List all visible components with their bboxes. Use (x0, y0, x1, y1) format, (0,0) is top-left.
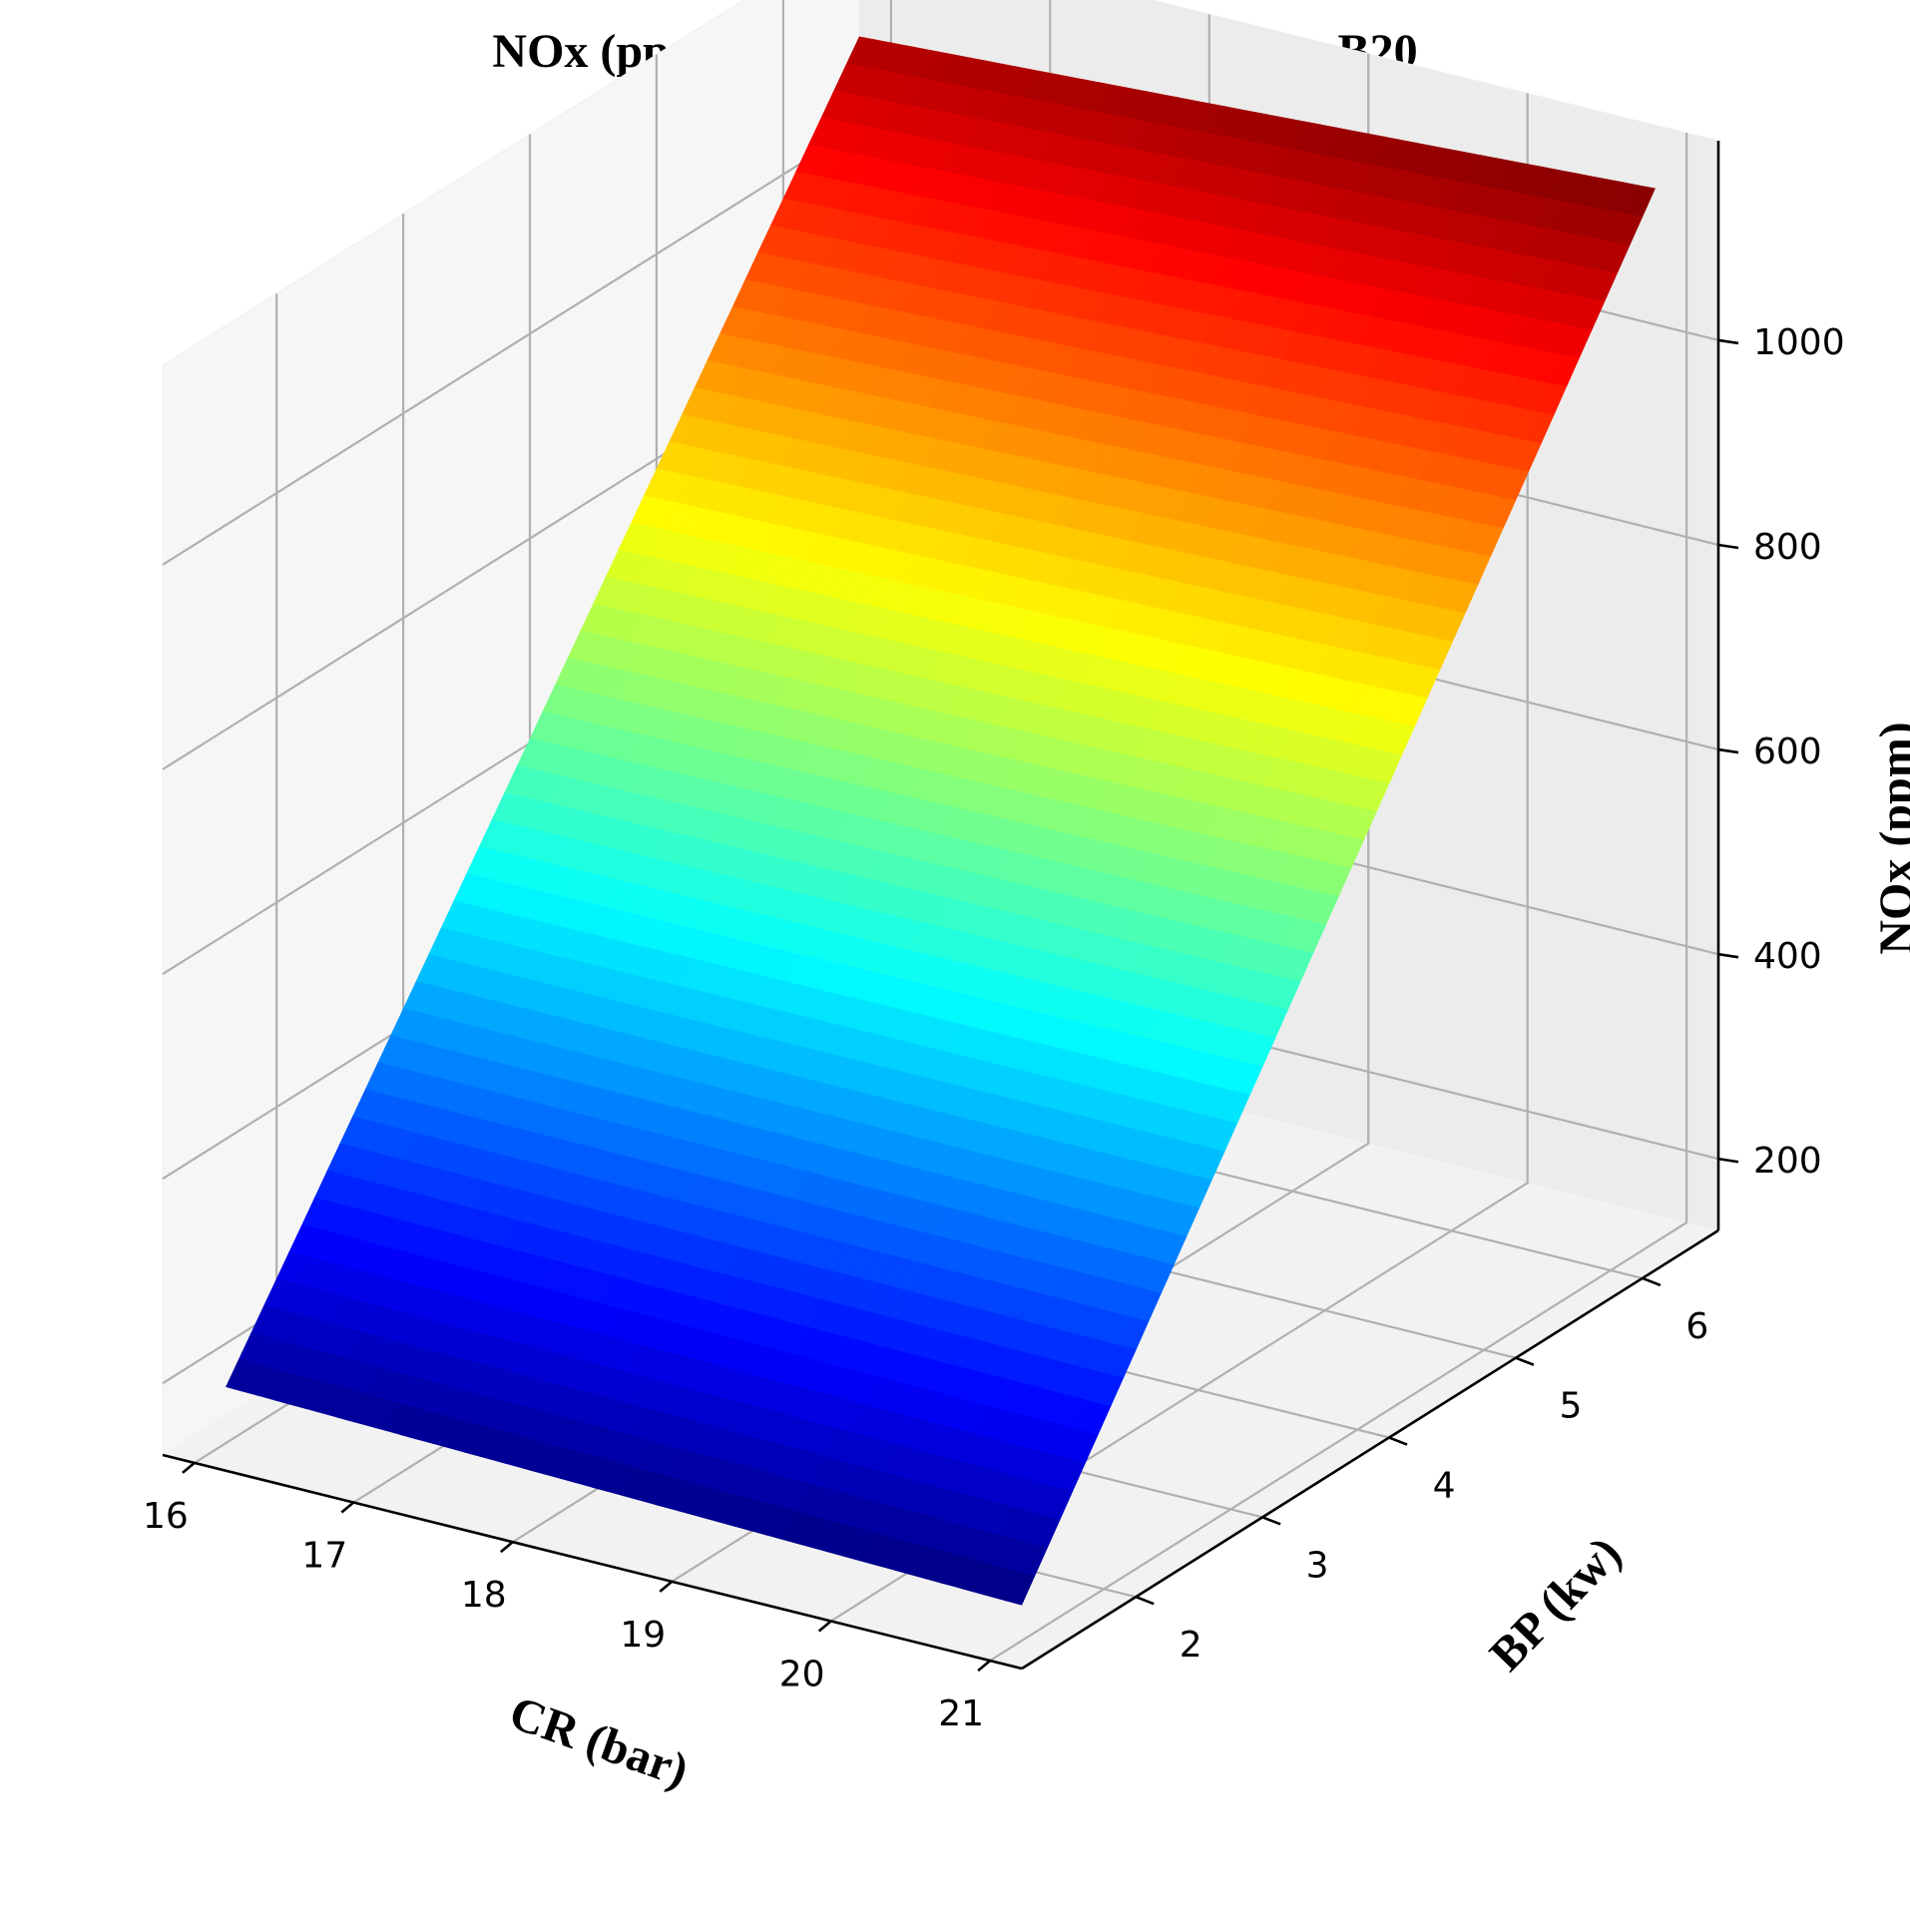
x-tick-mark (182, 1461, 196, 1474)
axes (162, 141, 1739, 1673)
x-tick-mark (659, 1580, 674, 1593)
z-tick-label: 400 (1753, 936, 1822, 977)
y-axis-line (1021, 1228, 1719, 1671)
x-axis-line (162, 1453, 1023, 1671)
y-tick-label: 6 (1685, 1306, 1708, 1347)
y-tick-label: 3 (1306, 1545, 1329, 1586)
y-tick-mark (1642, 1276, 1662, 1287)
z-tick-label: 1000 (1753, 322, 1845, 363)
y-tick-mark (1388, 1436, 1408, 1446)
z-tick-label: 800 (1753, 527, 1822, 568)
x-tick-mark (977, 1660, 991, 1673)
z-tick-label: 600 (1753, 731, 1822, 772)
tick-labels: 16 17 18 19 20 21 2 3 4 5 6 200 400 600 800 1000 (143, 322, 1845, 1734)
z-tick-mark (1717, 338, 1739, 345)
z-tick-label: 200 (1753, 1141, 1822, 1182)
z-tick-mark (1717, 952, 1739, 959)
y-tick-label: 4 (1433, 1466, 1456, 1507)
y-tick-label: 5 (1559, 1386, 1582, 1427)
z-tick-mark (1717, 543, 1739, 550)
x-tick-label: 17 (301, 1536, 347, 1577)
surface (226, 36, 1656, 1606)
surface-patch (1005, 1572, 1036, 1606)
x-tick-mark (340, 1501, 355, 1514)
x-gridline (989, 133, 1688, 1663)
x-tick-mark (817, 1620, 832, 1633)
z-tick-mark (1717, 1157, 1739, 1164)
z-axis-label: NOx (ppm) (1870, 722, 1910, 954)
x-tick-label: 20 (779, 1654, 825, 1694)
x-tick-mark (499, 1541, 514, 1554)
y-tick-mark (1515, 1356, 1535, 1366)
x-tick-label: 21 (938, 1693, 984, 1734)
y-tick-mark (1135, 1595, 1155, 1606)
z-tick-mark (1717, 747, 1739, 754)
y-tick-label: 2 (1180, 1625, 1202, 1666)
x-tick-label: 16 (143, 1496, 189, 1537)
y-axis-label: BP (kw) (1480, 1527, 1632, 1682)
x-tick-label: 19 (620, 1615, 666, 1656)
x-tick-label: 18 (461, 1575, 507, 1616)
x-axis-label: CR (bar) (503, 1686, 695, 1797)
y-tick-mark (1261, 1516, 1281, 1526)
